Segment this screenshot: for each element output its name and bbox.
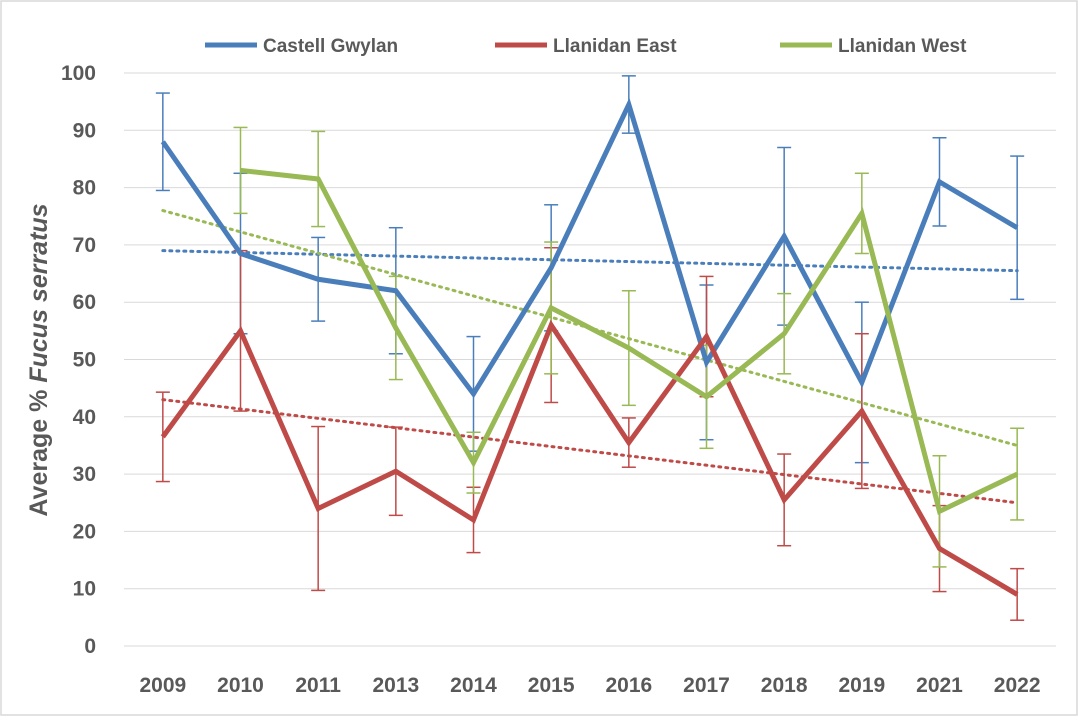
x-tick-label: 2015 (528, 674, 575, 697)
x-tick-label: 2018 (761, 674, 808, 697)
y-tick-label: 30 (73, 463, 96, 486)
y-tick-label: 90 (73, 119, 96, 142)
y-axis-label-part: Fucus serratus (25, 203, 53, 382)
x-tick-label: 2010 (217, 674, 264, 697)
legend-label: Castell Gwylan (263, 36, 398, 57)
labels: 0 10 20 30 40 50 60 70 80 90 100 2009 2010 2011 2013 20… (25, 36, 1041, 697)
error-bar (1010, 567, 1025, 621)
x-tick-label: 2011 (295, 674, 341, 697)
series-line (160, 97, 1019, 399)
trendline (161, 249, 1019, 273)
x-tick-label: 2019 (838, 674, 885, 697)
y-tick-label: 100 (61, 62, 96, 85)
marks (155, 75, 1025, 621)
x-tick-label: 2017 (683, 674, 730, 697)
x-tick-label: 2014 (450, 674, 497, 697)
x-tick-label: 2021 (916, 674, 963, 697)
y-tick-label: 20 (73, 520, 96, 543)
y-tick-label: 40 (73, 406, 96, 429)
y-tick-label: 10 (73, 578, 96, 601)
series-line (240, 167, 1019, 515)
y-tick-label: 80 (73, 177, 96, 200)
x-tick-label: 2009 (139, 674, 186, 697)
legend-label: Llanidan East (553, 36, 677, 57)
x-tick-label: 2022 (994, 674, 1041, 697)
y-axis-label: Average % Fucus serratus (25, 203, 53, 516)
x-tick-label: 2016 (605, 674, 652, 697)
y-tick-label: 50 (73, 349, 96, 372)
y-tick-label: 0 (84, 635, 96, 658)
x-tick-label: 2013 (372, 674, 419, 697)
y-tick-label: 70 (73, 234, 96, 257)
trendline (161, 398, 1019, 505)
legend-label: Llanidan West (838, 36, 967, 57)
y-tick-label: 60 (73, 291, 96, 314)
series-line (160, 319, 1019, 597)
y-axis-label-part: Average % (25, 390, 53, 517)
